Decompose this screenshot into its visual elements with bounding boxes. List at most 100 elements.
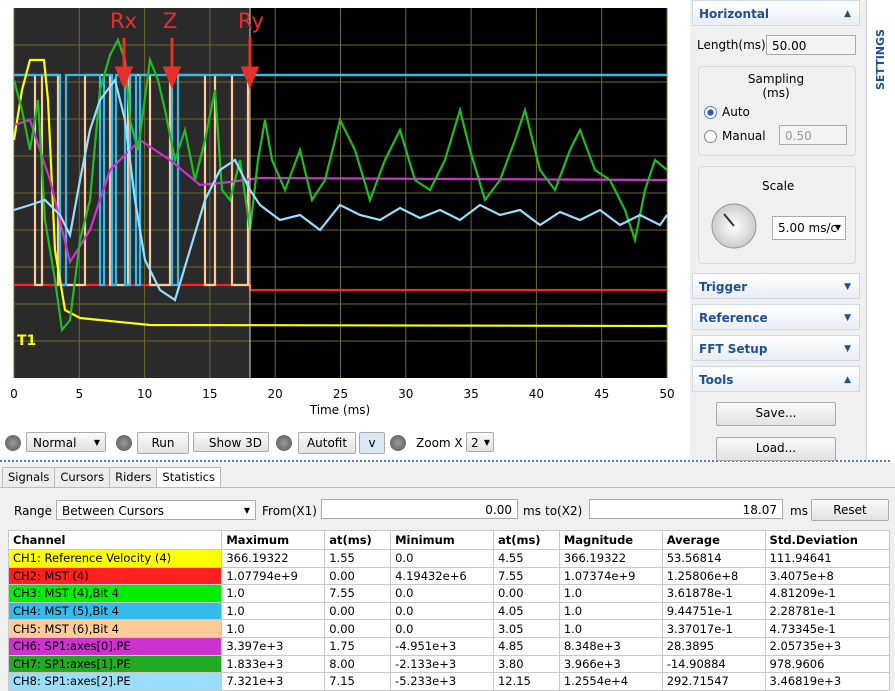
cell: CH5: MST (6),Bit 4 bbox=[7, 619, 223, 638]
x-tick-label: 45 bbox=[594, 387, 609, 401]
x-tick-label: 10 bbox=[137, 387, 152, 401]
header-cell: Magnitude bbox=[558, 530, 663, 550]
manual-input[interactable]: 0.50 bbox=[779, 125, 847, 145]
range-mode: Between Cursors bbox=[62, 504, 165, 518]
markers: Rx Z Ry bbox=[110, 9, 264, 89]
tab[interactable]: Cursors bbox=[54, 467, 111, 487]
cell: 0.00 bbox=[324, 566, 392, 586]
cell: 7.55 bbox=[492, 566, 560, 586]
cell: 1.0 bbox=[221, 619, 326, 638]
cell: 0.0 bbox=[390, 601, 494, 621]
settings-tab-label: SETTINGS bbox=[874, 29, 887, 91]
zoom-select[interactable]: 2 ▼ bbox=[466, 432, 494, 452]
cell: 8.00 bbox=[324, 654, 392, 674]
cell: 4.05 bbox=[492, 601, 560, 621]
cell: 2.05735e+3 bbox=[764, 636, 891, 656]
cell: 111.94641 bbox=[764, 549, 891, 568]
to-input[interactable]: 18.07 bbox=[589, 499, 783, 519]
cell: 3.80 bbox=[492, 654, 560, 674]
cell: 3.05 bbox=[492, 619, 560, 638]
tab[interactable]: Riders bbox=[109, 467, 158, 487]
row: CH4: MST (5),Bit 4 1.0 0.00 0.0 4.05 1.0 9.447… bbox=[7, 601, 891, 621]
row: CH3: MST (4),Bit 4 1.0 7.55 0.0 0.00 1.0 3.618… bbox=[7, 584, 891, 603]
auto-radio[interactable] bbox=[704, 106, 717, 119]
cell: 0.0 bbox=[390, 619, 494, 638]
settings-tab[interactable] bbox=[866, 0, 895, 460]
cell: 1.0 bbox=[558, 619, 663, 638]
trigger-header[interactable]: Trigger ▼ bbox=[692, 273, 860, 299]
indicator bbox=[5, 435, 21, 451]
marker-label: Ry bbox=[238, 9, 264, 33]
cell: 3.397e+3 bbox=[221, 636, 326, 656]
trigger-label: T1 bbox=[17, 333, 36, 349]
row: CH5: MST (6),Bit 4 1.0 0.00 0.0 3.05 1.0 3.370… bbox=[7, 619, 891, 638]
manual-label: Manual bbox=[722, 129, 766, 143]
x-tick-label: 5 bbox=[75, 387, 83, 401]
x-tick-label: 0 bbox=[10, 387, 18, 401]
fft-header[interactable]: FFT Setup ▼ bbox=[692, 335, 860, 361]
cell: 3.4075e+8 bbox=[764, 566, 891, 586]
range-select[interactable]: Between Cursors ▼ bbox=[56, 500, 256, 520]
mode-select[interactable]: Normal ▼ bbox=[26, 432, 106, 452]
tools-header[interactable]: Tools ▲ bbox=[692, 366, 860, 392]
cell: 1.07794e+9 bbox=[221, 566, 326, 586]
cell: 366.19322 bbox=[221, 549, 326, 568]
length-input[interactable]: 50.00 bbox=[766, 35, 856, 55]
run-button[interactable]: Run bbox=[137, 432, 189, 454]
to-unit: ms bbox=[790, 504, 808, 518]
x-tick-label: 15 bbox=[202, 387, 217, 401]
cell: 1.0 bbox=[221, 584, 326, 603]
tab-line bbox=[0, 487, 895, 488]
row: CH7: SP1:axes[1].PE 1.833e+3 8.00 -2.133e+3… bbox=[7, 654, 891, 674]
header-cell: Minimum bbox=[390, 530, 494, 550]
splitter bbox=[0, 460, 890, 462]
header-cell: at(ms) bbox=[492, 530, 560, 550]
auto-label: Auto bbox=[722, 105, 750, 119]
tab[interactable]: Statistics bbox=[156, 467, 221, 487]
marker-label: Rx bbox=[110, 9, 137, 33]
length-label: Length(ms) bbox=[697, 38, 766, 52]
scale-select[interactable]: 5.00 ms/c ▼ bbox=[772, 216, 846, 240]
show3d-button[interactable]: Show 3D bbox=[193, 432, 269, 452]
marker-arrow bbox=[114, 38, 260, 89]
v-button[interactable]: v bbox=[359, 432, 385, 454]
marker-label: Z bbox=[163, 9, 177, 33]
save-button[interactable]: Save... bbox=[716, 402, 836, 426]
tab[interactable]: Signals bbox=[2, 467, 56, 487]
manual-radio[interactable] bbox=[704, 130, 717, 143]
cell: 0.00 bbox=[324, 619, 392, 638]
header-cell: Std.Deviation bbox=[764, 530, 891, 550]
cell: 1.75 bbox=[324, 636, 392, 656]
cell: 3.46819e+3 bbox=[764, 672, 891, 691]
range-label: Range bbox=[14, 504, 53, 518]
cell: CH6: SP1:axes[0].PE bbox=[7, 636, 223, 656]
cell: 2.28781e-1 bbox=[764, 601, 891, 621]
header-text: Tools bbox=[699, 373, 734, 387]
row: CH6: SP1:axes[0].PE 3.397e+3 1.75 -4.951e+3… bbox=[7, 636, 891, 656]
header-text: Reference bbox=[699, 311, 768, 325]
indicator bbox=[116, 435, 132, 451]
scale-knob[interactable] bbox=[706, 198, 762, 254]
cell: 28.3895 bbox=[661, 636, 766, 656]
from-input[interactable]: 0.00 bbox=[321, 499, 518, 519]
x-tick-label: 35 bbox=[463, 387, 478, 401]
reference-header[interactable]: Reference ▼ bbox=[692, 304, 860, 330]
autofit-button[interactable]: Autofit bbox=[298, 432, 356, 454]
trace-ch8 bbox=[13, 77, 668, 302]
tab-bar: Signals Cursors Riders Statistics bbox=[2, 467, 221, 487]
cell: -14.90884 bbox=[661, 654, 766, 674]
cell: 7.15 bbox=[324, 672, 392, 691]
cell: 0.00 bbox=[324, 601, 392, 621]
cell: 366.19322 bbox=[558, 549, 663, 568]
header-cell: Average bbox=[661, 530, 766, 550]
stats-panel: Signals Cursors Riders Statistics Range Bet… bbox=[0, 463, 895, 691]
horizontal-header[interactable]: Horizontal ▲ bbox=[692, 0, 860, 26]
cell: CH1: Reference Velocity (4) bbox=[7, 549, 223, 568]
stats-table: Channel Maximum at(ms) Minimum at(ms) Magnitu… bbox=[7, 530, 891, 691]
row: CH2: MST (4) 1.07794e+9 0.00 4.19432e+6 7.55… bbox=[7, 566, 891, 586]
button-text: Save... bbox=[755, 406, 797, 420]
x-tick-label: 40 bbox=[529, 387, 544, 401]
load-button[interactable]: Load... bbox=[716, 437, 836, 461]
reset-button[interactable]: Reset bbox=[811, 499, 889, 521]
